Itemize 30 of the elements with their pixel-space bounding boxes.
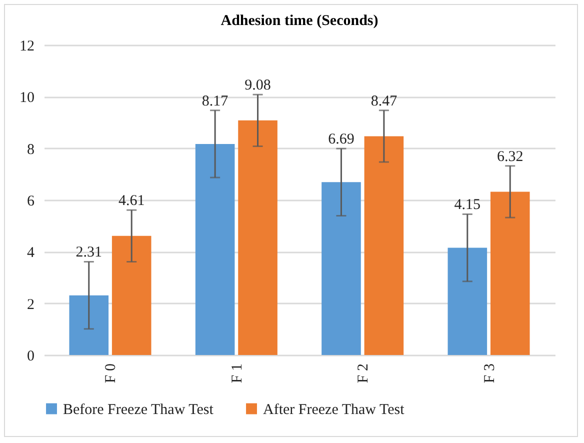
- chart-title: Adhesion time (Seconds): [220, 13, 378, 29]
- x-tick-label: F 3: [482, 364, 498, 384]
- bar: [238, 120, 278, 355]
- bar: [448, 248, 488, 355]
- bar: [69, 295, 109, 355]
- y-tick-label: 6: [27, 194, 35, 210]
- bar: [195, 144, 235, 355]
- bar: [490, 192, 530, 355]
- data-label: 6.69: [328, 132, 354, 148]
- x-tick-label: F 1: [229, 364, 246, 384]
- y-tick-label: 2: [27, 296, 34, 313]
- data-label: 8.47: [370, 93, 398, 110]
- legend-label: After Freeze Thaw Test: [263, 402, 406, 418]
- y-tick-label: 10: [20, 90, 34, 106]
- x-tick-label: F 0: [103, 364, 120, 384]
- y-tick-label: 12: [20, 38, 34, 54]
- y-tick-label: 8: [27, 142, 34, 158]
- legend-label: Before Freeze Thaw Test: [63, 402, 214, 418]
- data-label: 6.32: [496, 148, 524, 165]
- data-label: 4.61: [118, 193, 145, 210]
- data-label: 9.08: [244, 78, 271, 94]
- y-tick-label: 4: [27, 245, 35, 262]
- data-label: 8.17: [202, 93, 229, 110]
- y-tick-label: 0: [27, 348, 34, 364]
- data-label: 4.15: [454, 197, 481, 214]
- bar: [364, 136, 404, 355]
- x-tick-label: F 2: [356, 364, 372, 384]
- bar: [112, 236, 152, 355]
- bar: [322, 182, 361, 355]
- data-label: 2.31: [76, 244, 102, 261]
